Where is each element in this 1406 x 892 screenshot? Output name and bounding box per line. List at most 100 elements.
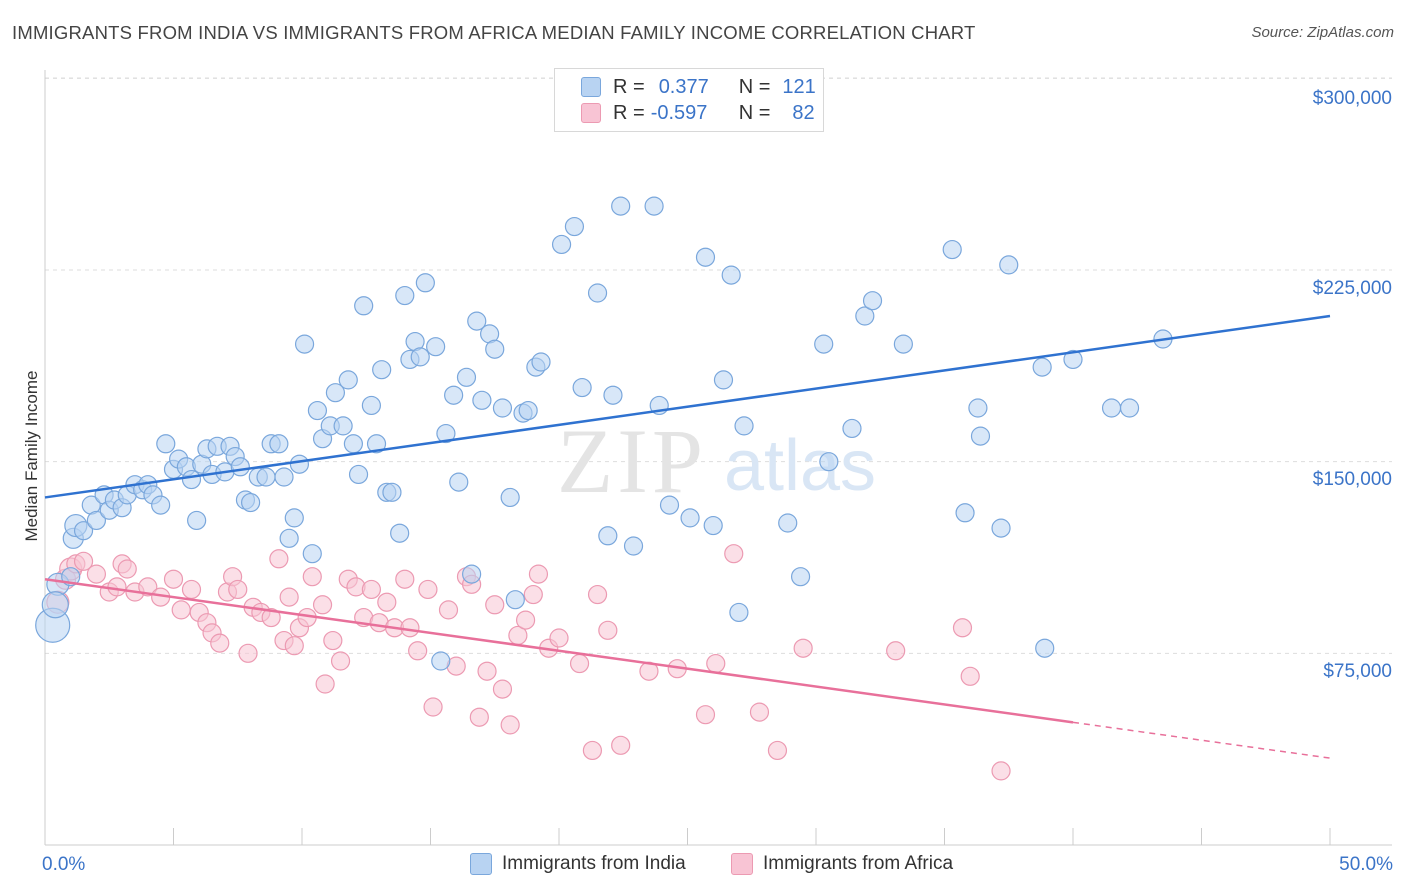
india-point-89 [644, 196, 664, 216]
india-point-116 [1101, 398, 1122, 418]
india-point-22 [187, 510, 207, 531]
india-point-36 [269, 434, 289, 454]
india-point-93 [695, 247, 716, 267]
y-tick-label-225000: $225,000 [1313, 278, 1392, 299]
india-point-117 [1119, 398, 1140, 418]
africa-point-14 [171, 600, 191, 620]
africa-point-54 [469, 707, 489, 727]
africa-point-80 [960, 666, 980, 686]
africa-point-30 [284, 636, 304, 656]
africa-point-27 [269, 549, 289, 569]
india-point-69 [462, 564, 482, 584]
india-point-6 [86, 510, 107, 531]
africa-point-48 [418, 579, 438, 600]
bottom-legend-label-india: Immigrants from India [502, 853, 686, 874]
india-point-54 [372, 360, 392, 380]
india-point-81 [551, 234, 572, 255]
africa-point-37 [330, 651, 351, 671]
india-point-57 [390, 523, 410, 543]
india-points [35, 196, 1173, 671]
africa-point-62 [528, 564, 549, 584]
africa-point-5 [86, 564, 107, 584]
india-point-99 [778, 513, 798, 533]
india-point-113 [1032, 357, 1052, 377]
africa-point-56 [485, 595, 505, 615]
watermark-atlas: atlas [724, 426, 876, 506]
india-point-87 [611, 196, 631, 216]
chart-title: IMMIGRANTS FROM INDIA VS IMMIGRANTS FROM… [12, 22, 976, 43]
africa-point-73 [706, 653, 726, 674]
africa-point-9 [117, 559, 137, 579]
india-point-56 [382, 482, 402, 502]
india-point-101 [814, 334, 834, 354]
india-point-71 [472, 390, 492, 410]
india-point-88 [623, 536, 644, 556]
africa-point-55 [477, 661, 497, 681]
india-point-75 [500, 487, 520, 508]
africa-point-45 [395, 569, 415, 589]
bottom-legend-africa: Immigrants from Africa [731, 852, 953, 876]
africa-point-57 [492, 679, 513, 699]
india-point-68 [456, 367, 477, 387]
india-point-94 [703, 515, 723, 536]
india-point-37 [274, 467, 294, 487]
india-point-40 [289, 454, 310, 474]
india-point-65 [436, 423, 456, 444]
india-point-107 [942, 239, 962, 260]
africa-point-64 [549, 628, 569, 648]
source-credit: Source: ZipAtlas.com [1251, 24, 1394, 41]
india-point-50 [348, 464, 369, 485]
y-tick-labels: $75,000 $150,000 $225,000 $300,000 [1313, 88, 1392, 682]
india-point-78 [518, 400, 538, 421]
africa-point-4 [73, 551, 94, 571]
india-point-17 [156, 434, 176, 454]
india-point-4 [73, 521, 94, 541]
india-point-100 [790, 567, 811, 587]
africa-point-67 [587, 584, 608, 605]
india-point-109 [968, 398, 988, 418]
legend-n-value-india: 121 [782, 75, 816, 98]
india-point-104 [855, 306, 875, 326]
india-point-41 [294, 334, 315, 354]
india-point-111 [991, 518, 1011, 538]
legend-row-africa: R = -0.597 N = 82 [581, 101, 815, 125]
africa-point-43 [377, 592, 397, 612]
india-point-43 [307, 400, 328, 421]
india-point-38 [279, 528, 299, 548]
india-point-86 [603, 385, 623, 405]
bottom-legend-swatch-india [470, 853, 492, 875]
africa-point-74 [724, 544, 744, 564]
africa-point-46 [400, 618, 420, 638]
india-point-58 [395, 285, 415, 306]
india-point-70 [467, 311, 487, 331]
africa-point-47 [408, 641, 428, 661]
africa-point-41 [361, 579, 381, 600]
india-point-16 [151, 495, 171, 515]
india-point-47 [333, 416, 353, 436]
africa-point-33 [302, 567, 322, 587]
africa-point-76 [767, 740, 788, 761]
india-point-46 [325, 383, 346, 403]
india-point-21 [181, 469, 202, 490]
legend-n-label-africa: N = [738, 101, 771, 124]
india-point-96 [721, 265, 741, 285]
x-tick-label-right: 50.0% [1339, 854, 1393, 875]
africa-point-61 [523, 584, 543, 605]
india-point-39 [284, 508, 304, 528]
india-point-62 [415, 273, 435, 293]
africa-point-66 [582, 740, 603, 761]
india-point-106 [893, 334, 913, 354]
bottom-legend-india: Immigrants from India [470, 852, 686, 876]
trend-lines [44, 314, 1331, 759]
india-point-53 [366, 434, 387, 454]
india-point-84 [587, 283, 608, 303]
africa-point-72 [695, 705, 716, 725]
legend-n-value-africa: 82 [792, 101, 815, 124]
india-point-91 [659, 495, 680, 515]
africa-point-58 [500, 715, 520, 735]
africa-point-19 [210, 633, 230, 653]
india-point-66 [444, 385, 464, 405]
india-point-80 [531, 352, 551, 372]
axes [44, 70, 1392, 846]
